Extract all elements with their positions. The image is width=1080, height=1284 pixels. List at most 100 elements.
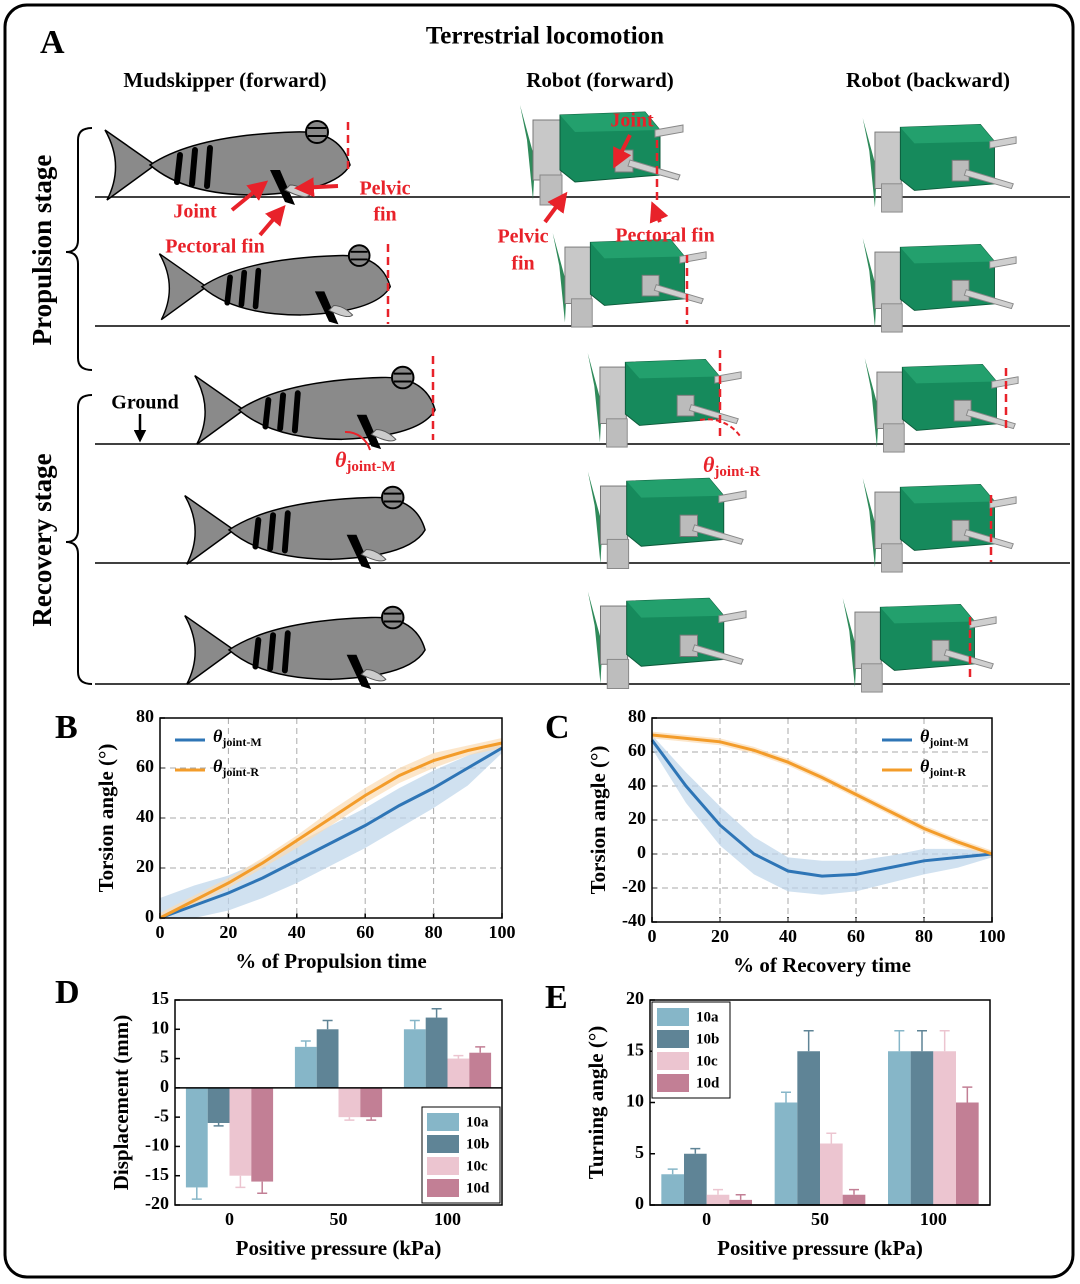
y-tick-label: -15 bbox=[145, 1164, 169, 1184]
x-tick-label: 20 bbox=[711, 926, 729, 946]
error-bar bbox=[690, 1147, 701, 1154]
bar bbox=[207, 1087, 230, 1123]
legend-label: 10d bbox=[696, 1075, 720, 1091]
legend-swatch bbox=[657, 1030, 689, 1048]
annotation: fin bbox=[373, 204, 396, 226]
stage-label: Recovery stage bbox=[27, 453, 57, 626]
error-bar bbox=[213, 1123, 224, 1127]
legend-swatch bbox=[657, 1052, 689, 1070]
error-bar bbox=[894, 1030, 905, 1052]
x-tick-label: 0 bbox=[648, 926, 657, 946]
legend-label: 10b bbox=[466, 1136, 489, 1152]
legend-swatch bbox=[427, 1179, 459, 1197]
bar bbox=[820, 1143, 843, 1205]
panel-label: D bbox=[55, 974, 80, 1011]
chart: E 0 5 10 15 20 Positive pressure (kPa) Turning … bbox=[545, 979, 991, 1260]
legend-label: 10b bbox=[696, 1031, 719, 1047]
bar bbox=[797, 1051, 820, 1205]
x-tick-label: 60 bbox=[847, 926, 865, 946]
legend-swatch bbox=[427, 1113, 459, 1131]
bar bbox=[469, 1052, 492, 1088]
legend-swatch bbox=[427, 1157, 459, 1175]
y-tick-label: 5 bbox=[635, 1142, 644, 1162]
error-bar bbox=[191, 1187, 202, 1200]
ground-lines bbox=[95, 196, 1070, 685]
y-tick-label: 0 bbox=[637, 842, 646, 862]
column-header: Mudskipper (forward) bbox=[123, 68, 326, 92]
annotation: Pelvic bbox=[359, 178, 410, 200]
error-bar bbox=[962, 1086, 973, 1103]
y-tick-label: 10 bbox=[151, 1017, 169, 1037]
bar bbox=[403, 1029, 426, 1088]
annotation: Joint bbox=[173, 201, 217, 223]
y-axis-label: Displacement (mm) bbox=[109, 1015, 133, 1191]
error-bar bbox=[826, 1132, 837, 1144]
bar bbox=[447, 1058, 470, 1088]
error-bar bbox=[781, 1091, 791, 1103]
bar bbox=[706, 1194, 730, 1205]
error-bar bbox=[344, 1117, 355, 1121]
y-tick-label: 40 bbox=[628, 774, 646, 794]
y-tick-label: -5 bbox=[154, 1105, 169, 1125]
y-tick-label: -10 bbox=[145, 1135, 169, 1155]
legend-label: 10a bbox=[466, 1114, 489, 1130]
panel-label: B bbox=[55, 709, 78, 746]
bar bbox=[956, 1102, 979, 1205]
error-bar bbox=[409, 1019, 420, 1030]
legend-swatch bbox=[427, 1135, 459, 1153]
y-tick-label: 40 bbox=[136, 806, 154, 826]
robots bbox=[519, 104, 1019, 693]
annotation: Pectoral fin bbox=[165, 236, 264, 258]
bracket bbox=[65, 127, 93, 371]
error-bar bbox=[431, 1008, 442, 1018]
frame bbox=[3, 3, 1075, 1279]
plot-frame bbox=[174, 999, 503, 1206]
reference-lines bbox=[346, 122, 1008, 682]
y-tick-label: -20 bbox=[145, 1193, 169, 1213]
panel-label: E bbox=[545, 979, 568, 1016]
line bbox=[159, 746, 503, 920]
legend-swatch bbox=[657, 1074, 689, 1092]
y-tick-label: 15 bbox=[151, 988, 169, 1008]
y-axis-label: Torsion angle (°) bbox=[94, 744, 118, 893]
bar bbox=[360, 1087, 383, 1118]
theta-subscript: joint-R bbox=[713, 464, 760, 480]
legend-swatch bbox=[657, 1008, 689, 1026]
plot-frame bbox=[159, 717, 503, 919]
x-tick-label: 100 bbox=[489, 922, 516, 942]
error-bar bbox=[803, 1030, 814, 1052]
annotation: fin bbox=[511, 253, 534, 275]
bar bbox=[425, 1017, 448, 1088]
bracket bbox=[65, 394, 93, 685]
error-bar bbox=[257, 1181, 268, 1195]
bar bbox=[251, 1087, 274, 1182]
error-bar bbox=[366, 1117, 377, 1121]
error-bar bbox=[939, 1030, 950, 1052]
y-tick-label: -20 bbox=[622, 876, 646, 896]
line bbox=[159, 741, 503, 920]
error-bar bbox=[713, 1188, 723, 1195]
x-tick-label: 60 bbox=[356, 922, 374, 942]
bar bbox=[185, 1087, 208, 1188]
bar bbox=[294, 1046, 317, 1088]
panel-title: Terrestrial locomotion bbox=[426, 23, 664, 50]
column-header: Robot (backward) bbox=[846, 68, 1010, 92]
legend-label: θjoint-R bbox=[920, 756, 966, 779]
x-axis-label: % of Recovery time bbox=[733, 953, 911, 977]
legend-label: 10c bbox=[696, 1053, 718, 1069]
bar bbox=[729, 1199, 752, 1205]
y-axis-label: Torsion angle (°) bbox=[586, 746, 610, 895]
y-tick-label: 15 bbox=[626, 1039, 644, 1059]
x-tick-label: 100 bbox=[434, 1209, 461, 1229]
bar bbox=[229, 1087, 252, 1176]
x-tick-label: 80 bbox=[425, 922, 443, 942]
angle-arc bbox=[699, 418, 741, 437]
annotation: θjoint-M bbox=[335, 447, 396, 475]
annotation: θjoint-R bbox=[703, 452, 760, 480]
y-tick-label: 20 bbox=[136, 856, 154, 876]
error-bar bbox=[300, 1040, 311, 1047]
panel-a: A Terrestrial locomotion Mudskipper (for… bbox=[27, 23, 1070, 693]
bar bbox=[684, 1153, 707, 1205]
